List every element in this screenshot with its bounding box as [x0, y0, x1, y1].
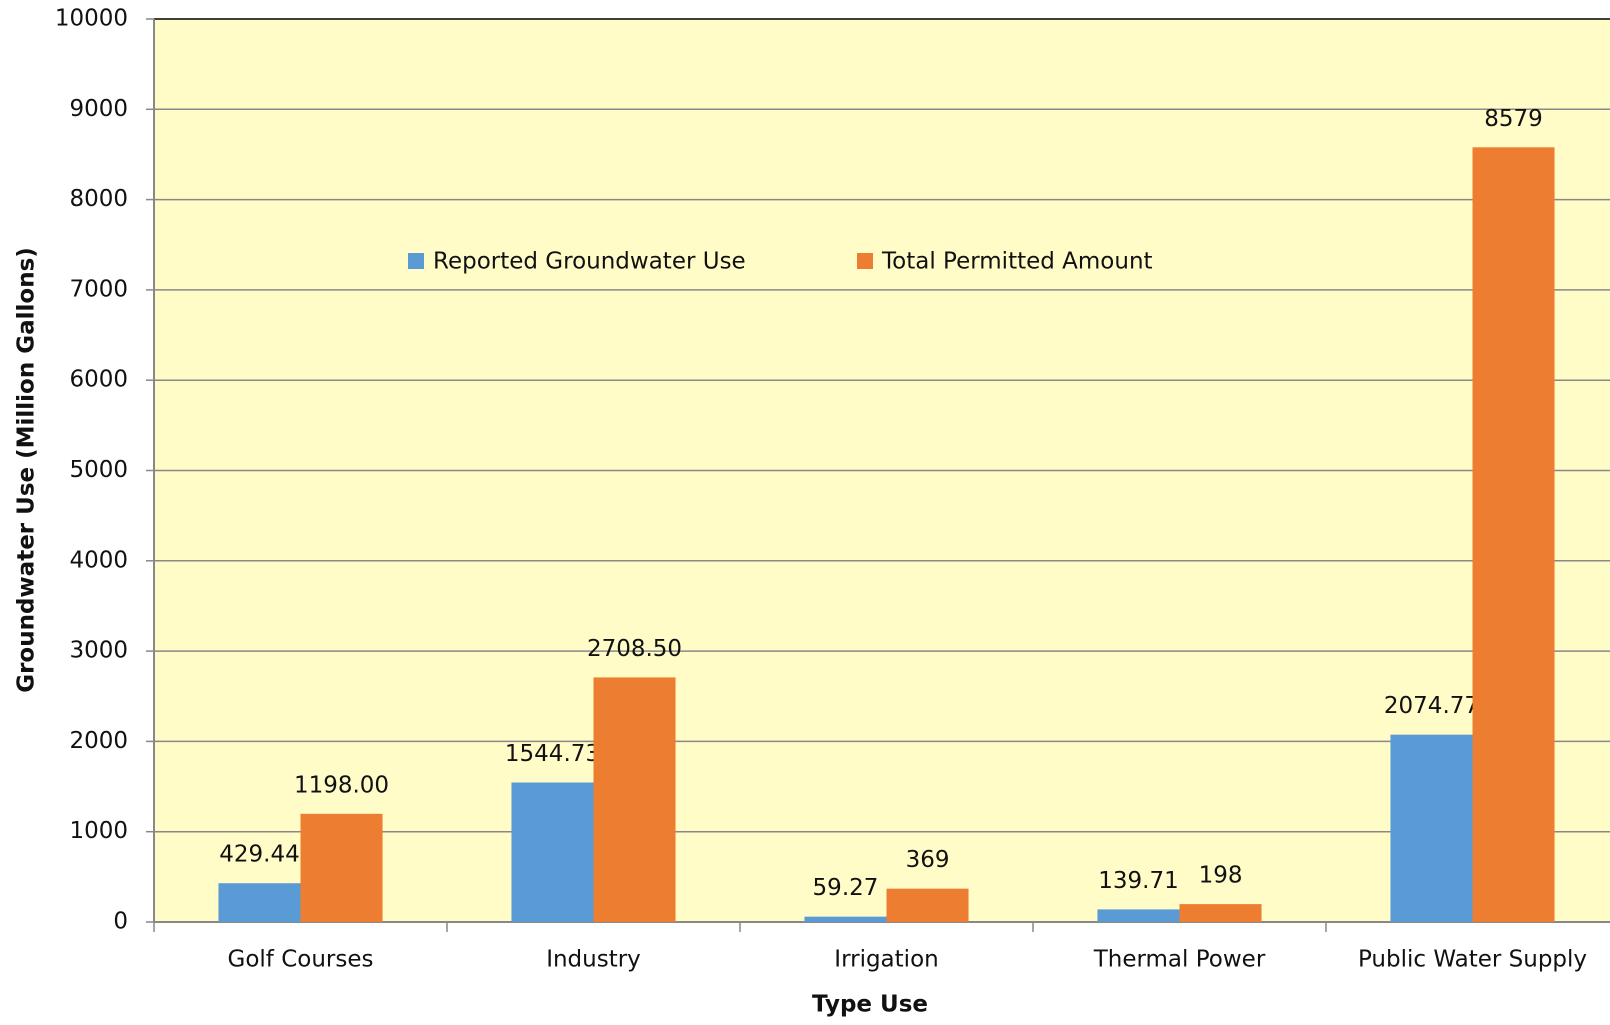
bar — [300, 813, 383, 922]
bar — [218, 883, 301, 922]
legend-swatch — [408, 253, 424, 269]
x-tick-label: Thermal Power — [1093, 947, 1266, 973]
y-tick-label: 10000 — [55, 6, 128, 32]
bar — [886, 888, 969, 922]
data-label: 429.44 — [219, 842, 299, 868]
y-tick-label: 3000 — [69, 638, 128, 664]
data-label: 59.27 — [813, 875, 879, 901]
y-tick-label: 9000 — [69, 96, 128, 122]
x-tick-label: Golf Courses — [228, 947, 374, 973]
bar — [1472, 147, 1555, 923]
bar — [1097, 909, 1180, 922]
x-tick-label: Industry — [546, 947, 641, 973]
data-label: 2074.77 — [1384, 693, 1479, 719]
y-tick-label: 0 — [113, 909, 128, 935]
y-tick-label: 7000 — [69, 276, 128, 302]
x-tick-label: Irrigation — [834, 947, 938, 973]
y-tick-label: 8000 — [69, 186, 128, 212]
y-tick-label: 4000 — [69, 547, 128, 573]
y-tick-label: 5000 — [69, 457, 128, 483]
data-label: 198 — [1199, 863, 1243, 889]
x-axis-label: Type Use — [812, 992, 928, 1018]
data-label: 1544.73 — [505, 741, 600, 767]
legend-swatch — [857, 253, 873, 269]
y-tick-label: 2000 — [69, 728, 128, 754]
data-label: 8579 — [1484, 106, 1543, 132]
data-label: 369 — [906, 847, 950, 873]
bar — [593, 677, 676, 922]
bar — [804, 916, 887, 922]
legend-label: Reported Groundwater Use — [433, 249, 746, 275]
bar — [1179, 904, 1262, 922]
y-axis-label: Groundwater Use (Million Gallons) — [14, 247, 40, 693]
y-tick-label: 1000 — [69, 818, 128, 844]
legend-label: Total Permitted Amount — [881, 249, 1153, 275]
bar — [1390, 734, 1473, 922]
bar — [511, 782, 594, 922]
data-label: 2708.50 — [587, 636, 682, 662]
data-label: 139.71 — [1098, 868, 1178, 894]
y-tick-label: 6000 — [69, 367, 128, 393]
data-label: 1198.00 — [294, 772, 389, 798]
x-tick-label: Public Water Supply — [1358, 947, 1587, 973]
